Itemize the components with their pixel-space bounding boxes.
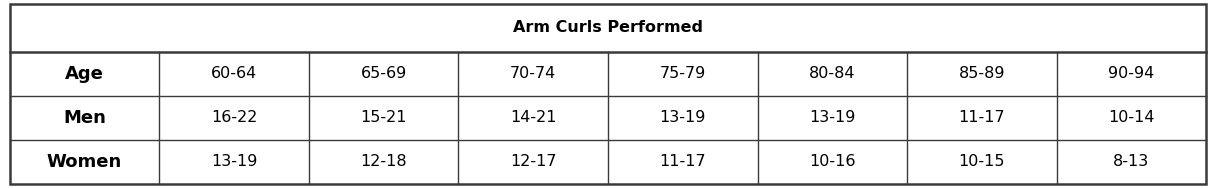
Text: Age: Age xyxy=(66,65,103,83)
Text: 11-17: 11-17 xyxy=(958,110,1006,125)
Text: 60-64: 60-64 xyxy=(210,66,258,81)
Text: 65-69: 65-69 xyxy=(360,66,407,81)
Text: Arm Curls Performed: Arm Curls Performed xyxy=(513,20,703,36)
Text: 16-22: 16-22 xyxy=(210,110,258,125)
Text: Women: Women xyxy=(47,153,122,171)
Text: 13-19: 13-19 xyxy=(809,110,856,125)
Text: 85-89: 85-89 xyxy=(958,66,1006,81)
Text: 15-21: 15-21 xyxy=(360,110,407,125)
Text: 12-18: 12-18 xyxy=(360,154,407,169)
Text: Men: Men xyxy=(63,109,106,127)
Text: 10-16: 10-16 xyxy=(809,154,856,169)
Text: 12-17: 12-17 xyxy=(510,154,557,169)
Text: 10-15: 10-15 xyxy=(958,154,1006,169)
Text: 13-19: 13-19 xyxy=(659,110,706,125)
Text: 10-14: 10-14 xyxy=(1108,110,1155,125)
Text: 14-21: 14-21 xyxy=(510,110,557,125)
Text: 75-79: 75-79 xyxy=(659,66,706,81)
Text: 13-19: 13-19 xyxy=(210,154,258,169)
Text: 80-84: 80-84 xyxy=(809,66,856,81)
Text: 11-17: 11-17 xyxy=(659,154,706,169)
Text: 8-13: 8-13 xyxy=(1114,154,1149,169)
Text: 90-94: 90-94 xyxy=(1108,66,1155,81)
Text: 70-74: 70-74 xyxy=(510,66,557,81)
